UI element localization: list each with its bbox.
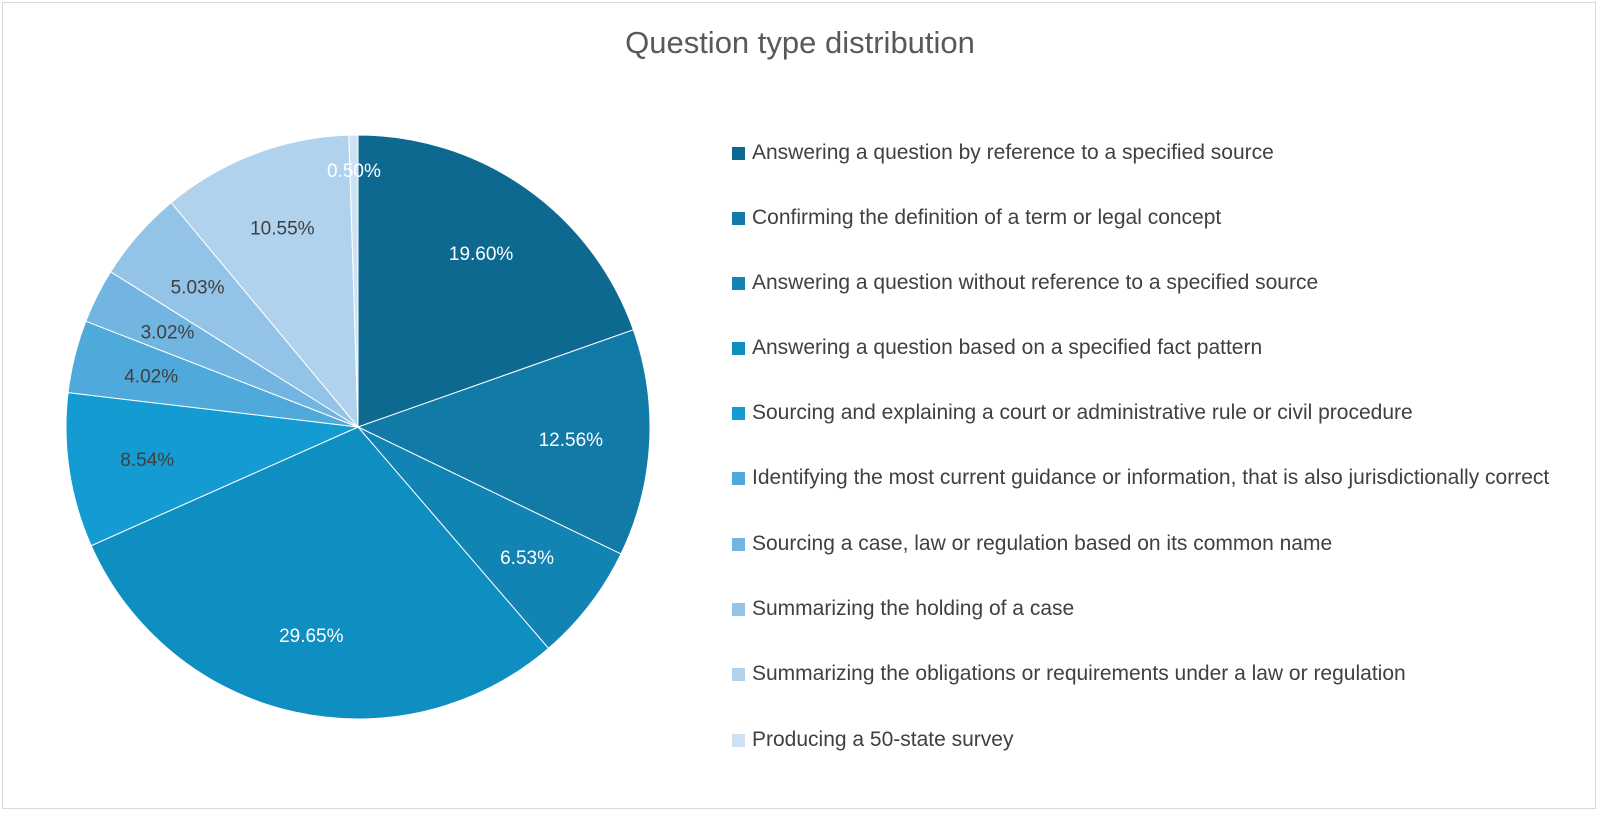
legend-label: Summarizing the holding of a case (752, 597, 1075, 620)
legend-label: Confirming the definition of a term or l… (752, 206, 1222, 229)
pie-slice (348, 134, 359, 428)
slice-data-label: 6.53% (500, 548, 554, 569)
legend-item: Answering a question by reference to a s… (732, 138, 1562, 168)
legend-item: Identifying the most current guidance or… (732, 463, 1562, 493)
slice-data-label: 29.65% (279, 626, 344, 647)
legend-swatch (732, 212, 745, 225)
slice-data-label: 0.50% (327, 161, 381, 182)
chart-title: Question type distribution (625, 25, 975, 60)
legend-item: Answering a question without reference t… (732, 268, 1562, 298)
legend-swatch (732, 668, 745, 681)
legend-swatch (732, 538, 745, 551)
legend-item: Summarizing the holding of a case (732, 594, 1562, 624)
legend-label: Answering a question by reference to a s… (752, 141, 1274, 164)
legend-item: Sourcing and explaining a court or admin… (732, 398, 1562, 428)
legend-label: Identifying the most current guidance or… (752, 466, 1550, 489)
legend-label: Summarizing the obligations or requireme… (752, 662, 1406, 685)
legend-label: Answering a question without reference t… (752, 271, 1319, 294)
legend-swatch (732, 734, 745, 747)
pie-slice (170, 134, 359, 429)
legend-label: Producing a 50-state survey (752, 728, 1014, 751)
slice-data-label: 8.54% (120, 450, 174, 471)
legend-item: Summarizing the obligations or requireme… (732, 659, 1562, 689)
legend-item: Producing a 50-state survey (732, 725, 1562, 755)
slice-data-label: 19.60% (449, 244, 514, 265)
legend-label: Sourcing a case, law or regulation based… (752, 532, 1333, 555)
legend-swatch (732, 342, 745, 355)
pie-slice (357, 426, 622, 650)
pie-slice (65, 392, 360, 547)
legend-item: Answering a question based on a specifie… (732, 333, 1562, 363)
legend-label: Answering a question based on a specifie… (752, 336, 1263, 359)
legend-swatch (732, 472, 745, 485)
slice-data-label: 4.02% (124, 366, 178, 387)
legend-swatch (732, 603, 745, 616)
slice-data-label: 3.02% (141, 322, 195, 343)
pie-slice (356, 329, 651, 555)
legend-label: Sourcing and explaining a court or admin… (752, 401, 1413, 424)
pie-slice (90, 426, 550, 720)
slice-data-label: 12.56% (539, 430, 604, 451)
slice-data-label: 5.03% (171, 278, 225, 299)
slice-data-label: 10.55% (250, 219, 315, 240)
legend-item: Sourcing a case, law or regulation based… (732, 529, 1562, 559)
legend-item: Confirming the definition of a term or l… (732, 203, 1562, 233)
legend-swatch (732, 147, 745, 160)
legend-swatch (732, 277, 745, 290)
legend-swatch (732, 407, 745, 420)
